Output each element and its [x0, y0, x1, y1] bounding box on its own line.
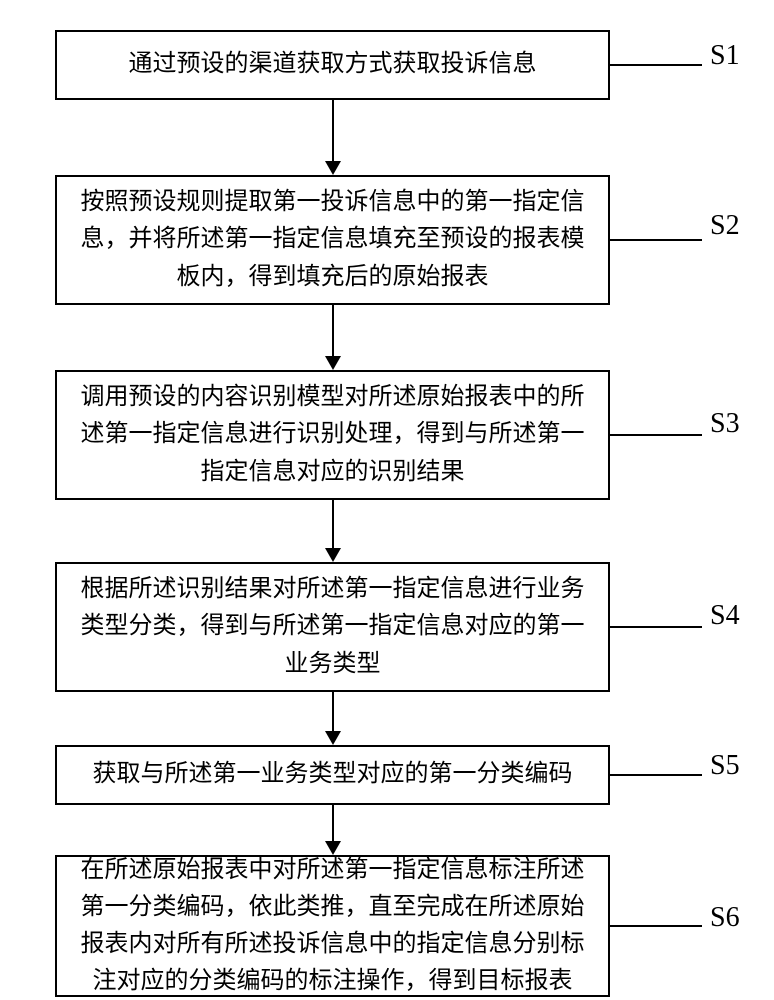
leader-line: [610, 925, 702, 927]
step-label-s4: S4: [710, 600, 740, 632]
arrow-head: [325, 841, 341, 855]
flow-node-s6: 在所述原始报表中对所述第一指定信息标注所述第一分类编码，依此类推，直至完成在所述…: [55, 855, 610, 997]
flow-node-text: 在所述原始报表中对所述第一指定信息标注所述第一分类编码，依此类推，直至完成在所述…: [75, 852, 590, 1000]
arrow-line: [332, 692, 334, 733]
flow-node-text: 根据所述识别结果对所述第一指定信息进行业务类型分类，得到与所述第一指定信息对应的…: [75, 571, 590, 683]
step-label-s3: S3: [710, 408, 740, 440]
flow-node-s2: 按照预设规则提取第一投诉信息中的第一指定信息，并将所述第一指定信息填充至预设的报…: [55, 175, 610, 305]
leader-line: [610, 434, 702, 436]
flow-node-s5: 获取与所述第一业务类型对应的第一分类编码: [55, 745, 610, 805]
arrow-head: [325, 161, 341, 175]
flow-node-s1: 通过预设的渠道获取方式获取投诉信息: [55, 30, 610, 100]
flow-node-text: 获取与所述第一业务类型对应的第一分类编码: [93, 756, 573, 793]
flow-node-text: 按照预设规则提取第一投诉信息中的第一指定信息，并将所述第一指定信息填充至预设的报…: [75, 184, 590, 296]
flow-node-text: 调用预设的内容识别模型对所述原始报表中的所述第一指定信息进行识别处理，得到与所述…: [75, 379, 590, 491]
flowchart-container: 通过预设的渠道获取方式获取投诉信息 S1 按照预设规则提取第一投诉信息中的第一指定信…: [0, 0, 774, 1000]
step-label-s2: S2: [710, 210, 740, 242]
flow-node-text: 通过预设的渠道获取方式获取投诉信息: [129, 46, 537, 83]
arrow-line: [332, 305, 334, 358]
arrow-line: [332, 805, 334, 843]
leader-line: [610, 239, 702, 241]
step-label-s1: S1: [710, 40, 740, 72]
arrow-line: [332, 500, 334, 550]
flow-node-s3: 调用预设的内容识别模型对所述原始报表中的所述第一指定信息进行识别处理，得到与所述…: [55, 370, 610, 500]
step-label-s5: S5: [710, 750, 740, 782]
arrow-head: [325, 548, 341, 562]
flow-node-s4: 根据所述识别结果对所述第一指定信息进行业务类型分类，得到与所述第一指定信息对应的…: [55, 562, 610, 692]
arrow-line: [332, 100, 334, 163]
leader-line: [610, 64, 702, 66]
leader-line: [610, 626, 702, 628]
leader-line: [610, 774, 702, 776]
step-label-s6: S6: [710, 902, 740, 934]
arrow-head: [325, 356, 341, 370]
arrow-head: [325, 731, 341, 745]
